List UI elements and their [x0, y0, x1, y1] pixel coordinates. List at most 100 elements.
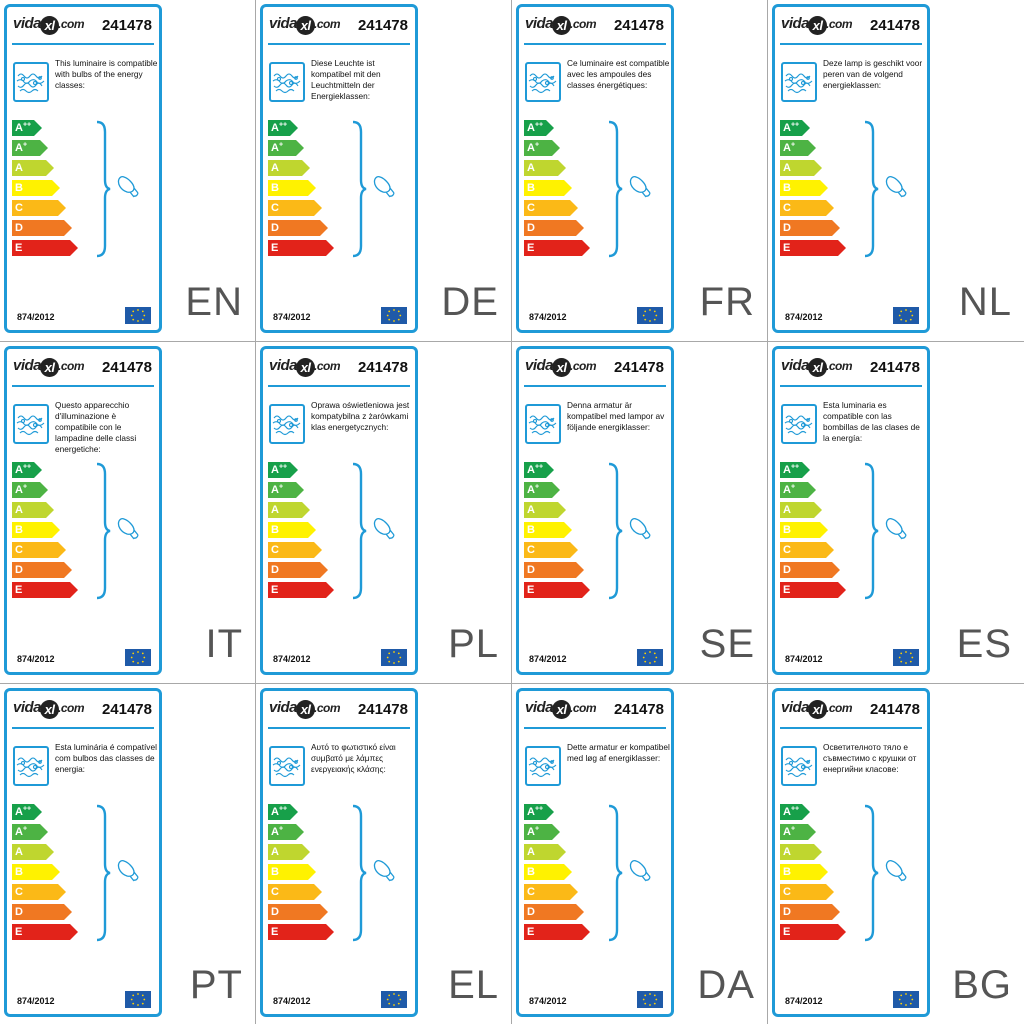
energy-class-letter: B [527, 182, 535, 194]
energy-class-plus: + [22, 141, 28, 149]
header-divider [780, 385, 922, 387]
energy-class-letter: A [527, 504, 535, 516]
brand-logo: vida xl .com [269, 699, 341, 719]
bracket-icon [96, 462, 111, 600]
energy-class-arrow: B [524, 864, 572, 880]
energy-class-letter: C [271, 202, 279, 214]
energy-class-arrow: B [12, 522, 60, 538]
energy-class-arrow: A [12, 502, 54, 518]
energy-class-letter: B [783, 524, 791, 536]
brand-logo: vida xl .com [13, 357, 85, 377]
energy-class-arrow: A++ [780, 462, 810, 478]
energy-class-arrow: A+ [12, 824, 48, 840]
eu-flag-icon [637, 649, 663, 666]
energy-label-card: vida xl .com 241478 Questo apparecchio d'i… [4, 346, 162, 675]
energy-class-letter: E [271, 584, 279, 596]
energy-class-plus: ++ [278, 121, 288, 129]
brand-logo: vida xl .com [525, 699, 597, 719]
energy-class-arrow: A++ [524, 804, 554, 820]
product-code: 241478 [101, 359, 152, 376]
energy-class-letter: A [271, 846, 279, 858]
eu-flag-icon [893, 649, 919, 666]
brand-name-mark: xl [552, 16, 572, 35]
energy-class-arrow: B [524, 180, 572, 196]
compatibility-text: Ce luminaire est compatible avec les amp… [567, 58, 670, 90]
luminaire-icon [269, 746, 305, 786]
energy-class-letter: E [783, 584, 791, 596]
regulation-number: 874/2012 [273, 654, 311, 664]
energy-class-letter: E [271, 926, 279, 938]
energy-class-arrow: B [268, 864, 316, 880]
regulation-number: 874/2012 [273, 996, 311, 1006]
energy-class-letter: D [15, 564, 23, 576]
label-cell-el: vida xl .com 241478 Αυτό το φωτιστικό είνα… [256, 684, 512, 1024]
energy-label-card: vida xl .com 241478 Denna armatur är kompa… [516, 346, 674, 675]
energy-class-letter: A [15, 484, 23, 496]
energy-class-arrow: A [780, 502, 822, 518]
brand-name-post: .com [826, 701, 853, 715]
header-divider [524, 385, 666, 387]
energy-label-card: vida xl .com 241478 Oprawa oświetleniowa j… [260, 346, 418, 675]
energy-class-arrow: B [268, 522, 316, 538]
compatibility-text: Questo apparecchio d'illuminazione è com… [55, 400, 137, 454]
energy-label-card: vida xl .com 241478 Esta luminária é compa… [4, 688, 162, 1017]
energy-class-letter: C [783, 544, 791, 556]
energy-class-letter: E [783, 242, 791, 254]
energy-class-arrow: E [780, 582, 846, 598]
energy-class-arrow: D [524, 904, 584, 920]
energy-class-arrow: A++ [12, 120, 42, 136]
bulb-icon [117, 175, 139, 198]
energy-class-letter: C [527, 202, 535, 214]
compatibility-text: Esta luminária é compatível com bulbos d… [55, 742, 157, 774]
energy-class-letter: A [271, 122, 279, 134]
energy-class-letter: A [783, 142, 791, 154]
energy-class-letter: D [15, 906, 23, 918]
energy-class-arrow: A [780, 160, 822, 176]
energy-class-arrow: A [780, 844, 822, 860]
energy-class-letter: E [15, 584, 23, 596]
energy-class-letter: A [271, 142, 279, 154]
regulation-number: 874/2012 [529, 996, 567, 1006]
brand-name-post: .com [58, 17, 85, 31]
energy-class-arrow: C [268, 542, 322, 558]
brand-name-mark: xl [552, 700, 572, 719]
brand-name-mark: xl [40, 700, 60, 719]
header-divider [524, 727, 666, 729]
bracket-icon [864, 120, 879, 258]
energy-class-arrow: D [780, 562, 840, 578]
energy-class-arrow: B [524, 522, 572, 538]
brand-name-mark: xl [296, 16, 316, 35]
energy-class-letter: A [527, 806, 535, 818]
label-cell-es: vida xl .com 241478 Esta luminaria es comp… [768, 342, 1024, 684]
language-code: EL [448, 963, 499, 1007]
label-cell-se: vida xl .com 241478 Denna armatur är kompa… [512, 342, 768, 684]
brand-name-mark: xl [296, 358, 316, 377]
energy-class-letter: C [527, 886, 535, 898]
energy-class-letter: B [527, 866, 535, 878]
energy-class-letter: A [15, 806, 23, 818]
energy-class-letter: A [271, 464, 279, 476]
energy-class-arrow: A [524, 502, 566, 518]
brand-logo: vida xl .com [525, 15, 597, 35]
eu-flag-icon [893, 991, 919, 1008]
energy-class-arrow: E [780, 240, 846, 256]
brand-name-pre: vida [525, 357, 554, 374]
brand-name-mark: xl [40, 358, 60, 377]
energy-class-arrow: C [780, 542, 834, 558]
brand-name-mark: xl [808, 358, 828, 377]
brand-name-mark: xl [808, 700, 828, 719]
language-code: PT [189, 963, 243, 1007]
energy-class-letter: E [527, 242, 535, 254]
energy-class-arrow: A++ [524, 462, 554, 478]
brand-name-pre: vida [13, 699, 42, 716]
luminaire-icon [781, 404, 817, 444]
energy-class-letter: A [783, 122, 791, 134]
energy-class-arrow: E [268, 240, 334, 256]
energy-class-arrow: A+ [268, 140, 304, 156]
energy-class-letter: C [271, 886, 279, 898]
energy-class-letter: B [15, 182, 23, 194]
regulation-number: 874/2012 [529, 312, 567, 322]
header-divider [12, 385, 154, 387]
energy-class-letter: D [527, 222, 535, 234]
energy-class-letter: D [783, 222, 791, 234]
